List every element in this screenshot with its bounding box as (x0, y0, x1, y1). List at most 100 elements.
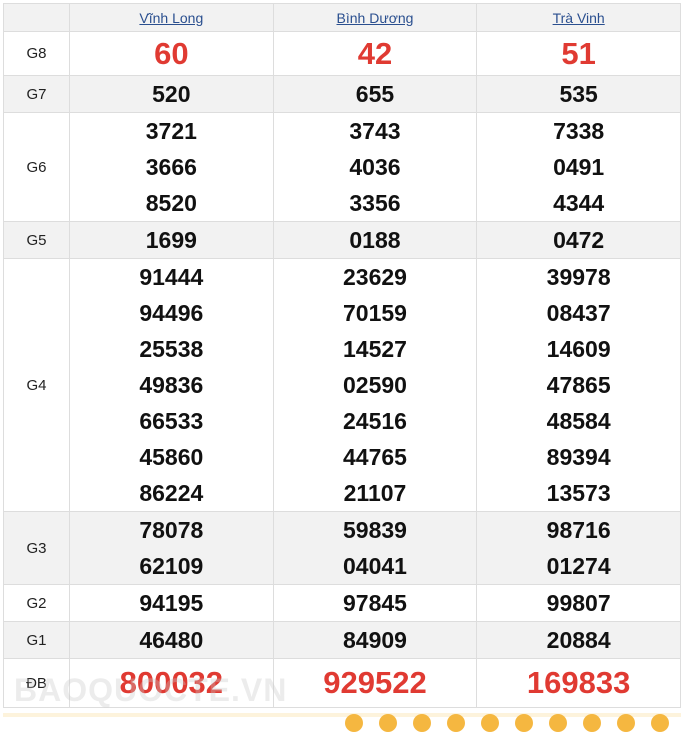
prize-cell: 800032 (69, 658, 274, 708)
prize-number: 800032 (119, 665, 224, 700)
prize-cell: 84909 (272, 621, 478, 659)
prize-cell: 23629 70159 14527 02590 24516 44765 21107 (272, 258, 478, 512)
prize-number: 535 (559, 81, 598, 107)
prize-number: 94496 (139, 300, 204, 326)
prize-cell: 3721 3666 8520 (69, 112, 274, 222)
province-header: Trà Vinh (476, 3, 681, 32)
prize-cell: 60 (69, 31, 274, 76)
header-row: Vĩnh Long Bình Dương Trà Vinh (3, 3, 681, 32)
prize-number: 46480 (139, 627, 204, 653)
lottery-results-table: Vĩnh Long Bình Dương Trà Vinh G8 60 42 51 G7… (3, 3, 681, 708)
prize-cell: 97845 (272, 584, 478, 622)
prize-cell: 7338 0491 4344 (476, 112, 681, 222)
prize-number: 1699 (145, 227, 197, 253)
prize-cell: 98716 01274 (476, 511, 681, 585)
prize-label: G4 (3, 258, 70, 512)
province-header: Vĩnh Long (69, 3, 274, 32)
prize-number: 89394 (546, 444, 611, 470)
prize-number: 84909 (343, 627, 407, 653)
prize-number: 3666 (145, 154, 197, 180)
prize-cell: 20884 (476, 621, 681, 659)
prize-number: 7338 (553, 118, 605, 144)
prize-number: 4036 (349, 154, 401, 180)
prize-cell: 3743 4036 3356 (272, 112, 478, 222)
prize-row: ĐB 800032 929522 169833 (3, 658, 681, 708)
prize-number: 23629 (343, 264, 407, 290)
prize-label: G3 (3, 511, 70, 585)
prize-label: G8 (3, 31, 70, 76)
prize-number: 44765 (343, 444, 407, 470)
prize-number: 24516 (343, 408, 407, 434)
prize-cell: 78078 62109 (69, 511, 274, 585)
prize-number: 0491 (553, 154, 605, 180)
prize-number: 51 (561, 36, 596, 71)
prize-number: 99807 (546, 590, 611, 616)
prize-number: 21107 (343, 480, 407, 506)
prize-number: 20884 (546, 627, 611, 653)
prize-number: 0472 (553, 227, 605, 253)
prize-number: 59839 (343, 517, 407, 543)
prize-cell: 42 (272, 31, 478, 76)
prize-label: G5 (3, 221, 70, 259)
prize-cell: 0472 (476, 221, 681, 259)
prize-number: 49836 (139, 372, 204, 398)
prize-number: 39978 (546, 264, 611, 290)
prize-number: 42 (357, 36, 393, 71)
prize-number: 62109 (139, 553, 204, 579)
watermark: BAOQUOCTE.VN (14, 672, 288, 708)
prize-number: 98716 (546, 517, 611, 543)
prize-cell: 39978 08437 14609 47865 48584 89394 13573 (476, 258, 681, 512)
prize-number: 78078 (139, 517, 204, 543)
prize-row: G6 3721 3666 8520 3743 4036 3356 7338 0491 4344 (3, 112, 681, 222)
province-link[interactable]: Vĩnh Long (139, 9, 204, 26)
prize-number: 08437 (546, 300, 611, 326)
prize-number: 929522 (323, 665, 427, 700)
prize-label: G2 (3, 584, 70, 622)
prize-cell: 46480 (69, 621, 274, 659)
prize-number: 01274 (546, 553, 611, 579)
province-header: Bình Dương (272, 3, 478, 32)
prize-row: G5 1699 0188 0472 (3, 221, 681, 259)
prize-number: 3743 (349, 118, 401, 144)
prize-number: 97845 (343, 590, 407, 616)
prize-number: 13573 (546, 480, 611, 506)
prize-row: G2 94195 97845 99807 (3, 584, 681, 622)
prize-label: G7 (3, 75, 70, 113)
prize-number: 91444 (139, 264, 204, 290)
prize-number: 70159 (343, 300, 407, 326)
prize-number: 0188 (349, 227, 401, 253)
prize-row: G3 78078 62109 59839 04041 98716 01274 (3, 511, 681, 585)
prize-label: G6 (3, 112, 70, 222)
prize-number: 94195 (139, 590, 204, 616)
prize-cell: 59839 04041 (272, 511, 478, 585)
prize-number: 655 (355, 81, 395, 107)
prize-number: 3721 (145, 118, 197, 144)
province-link[interactable]: Bình Dương (336, 9, 414, 26)
prize-cell: 0188 (272, 221, 478, 259)
prize-number: 48584 (546, 408, 611, 434)
prize-number: 60 (154, 36, 189, 71)
prize-cell: 1699 (69, 221, 274, 259)
prize-row: G8 60 42 51 (3, 31, 681, 76)
prize-cell: 169833 (476, 658, 681, 708)
prize-number: 04041 (343, 553, 407, 579)
prize-label: G1 (3, 621, 70, 659)
prize-row: G7 520 655 535 (3, 75, 681, 113)
corner-cell (3, 3, 70, 32)
prize-number: 86224 (139, 480, 204, 506)
prize-cell: 99807 (476, 584, 681, 622)
prize-cell: 91444 94496 25538 49836 66533 45860 86224 (69, 258, 274, 512)
prize-cell: 520 (69, 75, 274, 113)
prize-number: 14609 (546, 336, 611, 362)
province-link[interactable]: Trà Vinh (552, 9, 605, 26)
prize-cell: 655 (272, 75, 478, 113)
prize-number: 02590 (343, 372, 407, 398)
prize-number: 4344 (553, 190, 605, 216)
prize-number: 520 (152, 81, 191, 107)
prize-number: 169833 (526, 665, 631, 700)
prize-cell: 929522 (272, 658, 478, 708)
prize-number: 14527 (343, 336, 407, 362)
prize-number: 8520 (145, 190, 197, 216)
prize-number: 47865 (546, 372, 611, 398)
prize-number: 3356 (349, 190, 401, 216)
